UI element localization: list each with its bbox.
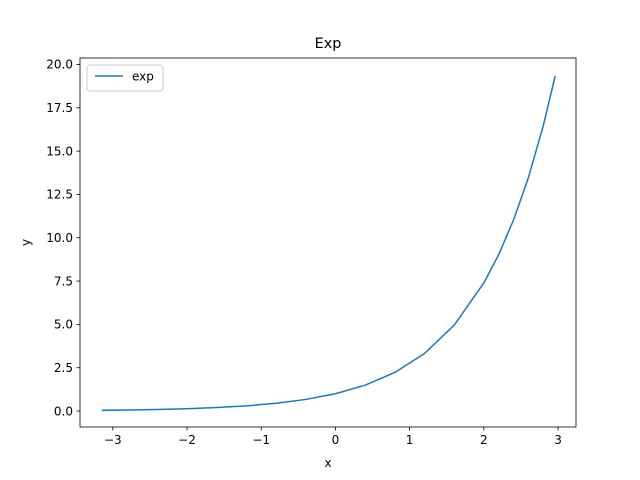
x-tick-label: −1 [252, 433, 270, 447]
y-tick-label: 20.0 [46, 58, 73, 72]
x-axis-label: x [324, 456, 331, 470]
y-tick-label: 12.5 [46, 188, 73, 202]
x-tick-label: 0 [332, 433, 340, 447]
plot-frame [79, 57, 577, 428]
y-tick-label: 17.5 [46, 101, 73, 115]
series-layer [101, 75, 556, 412]
y-tick-label: 10.0 [46, 231, 73, 245]
y-tick-label: 0.0 [54, 404, 73, 418]
y-tick-label: 2.5 [54, 361, 73, 375]
ticks-layer: −3 −2 −1 0 1 2 3 0.0 2.5 5.0 7.5 10.0 12.5 15.0 17.5 20… [46, 58, 562, 447]
x-tick-label: 2 [480, 433, 488, 447]
x-tick-label: −2 [178, 433, 196, 447]
x-tick-label: 1 [406, 433, 414, 447]
y-tick-label: 5.0 [54, 318, 73, 332]
chart-title: Exp [315, 36, 342, 52]
series-line-exp [101, 75, 556, 412]
legend-box [86, 64, 164, 92]
x-tick-label: 3 [554, 433, 562, 447]
legend: exp [86, 64, 164, 92]
y-axis-label: y [19, 239, 33, 246]
y-tick-label: 15.0 [46, 144, 73, 158]
y-tick-label: 7.5 [54, 274, 73, 288]
legend-label-exp: exp [132, 70, 154, 84]
x-tick-label: −3 [104, 433, 122, 447]
